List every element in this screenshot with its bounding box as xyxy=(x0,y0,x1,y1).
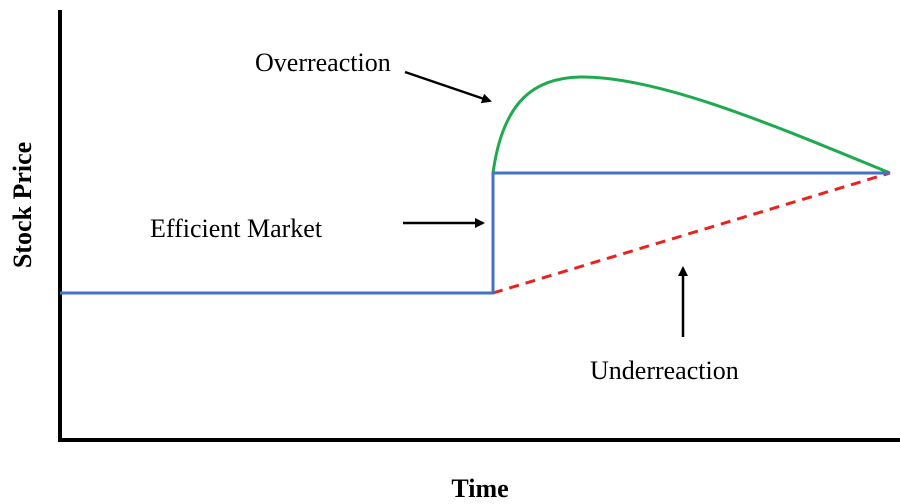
arrow xyxy=(404,70,492,104)
efficient-market-line xyxy=(60,171,890,295)
underreaction-line xyxy=(492,171,891,295)
x-axis-label: Time xyxy=(451,474,508,503)
annotation: Efficient Market xyxy=(150,214,323,243)
annotation: Overreaction xyxy=(255,48,391,77)
annotation: Underreaction xyxy=(590,356,739,385)
overreaction-curve xyxy=(491,75,891,175)
y-axis-label: Stock Price xyxy=(8,142,37,268)
